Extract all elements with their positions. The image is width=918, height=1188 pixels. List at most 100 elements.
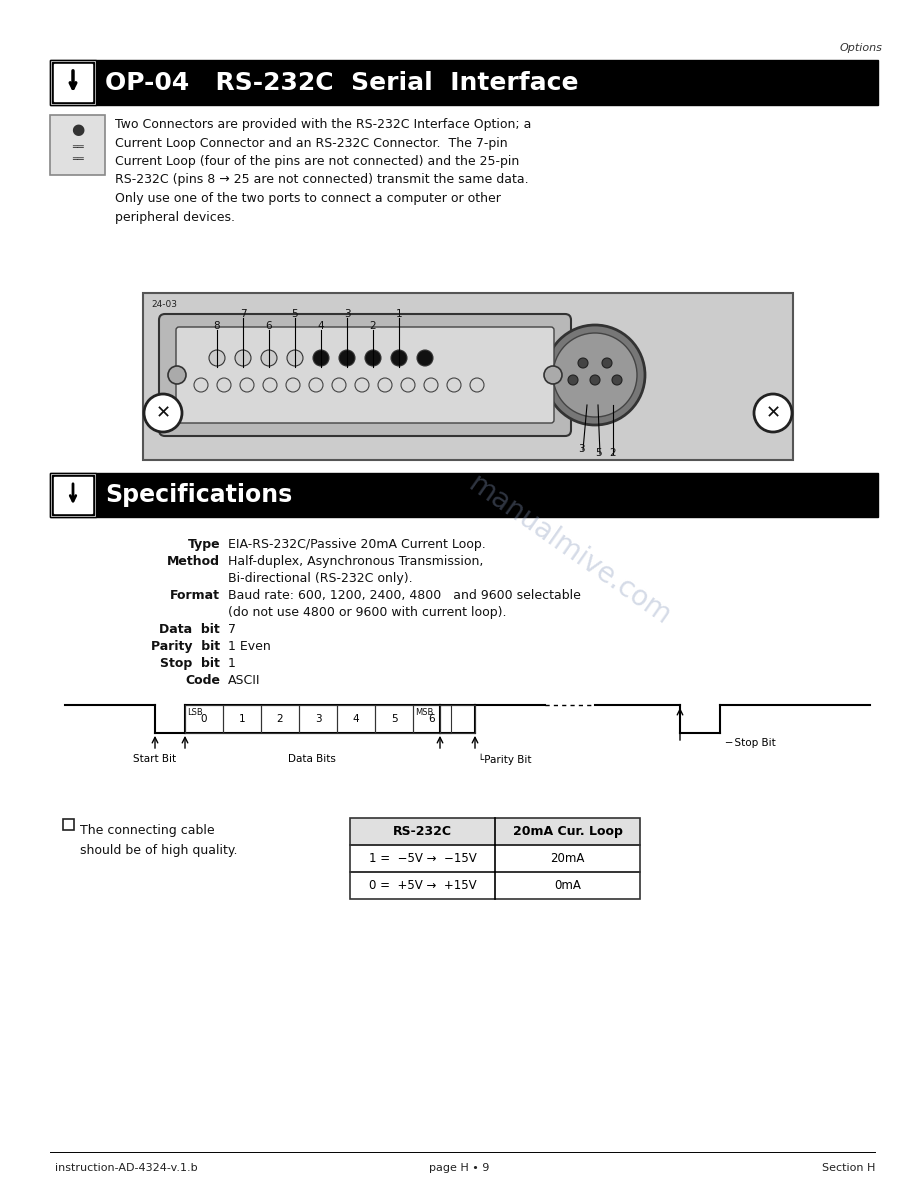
Text: Two Connectors are provided with the RS-232C Interface Option; a
Current Loop Co: Two Connectors are provided with the RS-… (115, 118, 532, 223)
Circle shape (313, 350, 329, 366)
Circle shape (447, 378, 461, 392)
Text: ─ Stop Bit: ─ Stop Bit (725, 738, 776, 748)
Text: 0mA: 0mA (554, 879, 581, 892)
Text: 7: 7 (228, 623, 236, 636)
Text: Parity  bit: Parity bit (151, 640, 220, 653)
Circle shape (309, 378, 323, 392)
Text: 3: 3 (577, 444, 585, 454)
Text: 6: 6 (429, 714, 435, 723)
Text: 6: 6 (265, 321, 273, 331)
Text: instruction-AD-4324-v.1.b: instruction-AD-4324-v.1.b (55, 1163, 197, 1173)
Text: 1 Even: 1 Even (228, 640, 271, 653)
Circle shape (590, 375, 600, 385)
Circle shape (754, 394, 792, 432)
Circle shape (365, 350, 381, 366)
Bar (50, 61, 96, 105)
Bar (375, 704, 413, 733)
Text: 1: 1 (396, 309, 402, 320)
Circle shape (470, 378, 484, 392)
Text: page H • 9: page H • 9 (429, 1163, 489, 1173)
Text: 2: 2 (370, 321, 376, 331)
Bar (50, 61, 878, 105)
Bar (413, 704, 451, 733)
Text: 1 =  −5V →  −15V: 1 = −5V → −15V (369, 852, 476, 865)
Bar (50, 473, 878, 517)
Text: 4: 4 (318, 321, 324, 331)
Bar (350, 845, 640, 872)
Text: 1: 1 (239, 714, 245, 723)
Text: 3: 3 (343, 309, 351, 320)
Text: Format: Format (170, 589, 220, 602)
Text: 7: 7 (240, 309, 246, 320)
Text: 8: 8 (214, 321, 220, 331)
Text: OP-04   RS-232C  Serial  Interface: OP-04 RS-232C Serial Interface (105, 70, 578, 95)
Text: 5: 5 (292, 309, 298, 320)
Text: The connecting cable
should be of high quality.: The connecting cable should be of high q… (80, 824, 238, 857)
Text: └Parity Bit: └Parity Bit (478, 754, 532, 765)
Circle shape (568, 375, 578, 385)
Bar (223, 704, 261, 733)
Bar (185, 704, 223, 733)
Bar (440, 704, 475, 733)
Text: MSB: MSB (415, 708, 433, 718)
Text: Code: Code (185, 674, 220, 687)
Circle shape (378, 378, 392, 392)
Text: 5: 5 (391, 714, 397, 723)
Text: EIA-RS-232C/Passive 20mA Current Loop.: EIA-RS-232C/Passive 20mA Current Loop. (228, 538, 486, 551)
Text: 20mA Cur. Loop: 20mA Cur. Loop (512, 824, 622, 838)
Circle shape (209, 350, 225, 366)
Circle shape (553, 333, 637, 417)
Circle shape (612, 375, 622, 385)
Text: 4: 4 (353, 714, 359, 723)
Circle shape (391, 350, 407, 366)
Text: ✕: ✕ (155, 404, 171, 422)
Circle shape (417, 350, 433, 366)
Text: Method: Method (167, 555, 220, 568)
Circle shape (235, 350, 251, 366)
Circle shape (287, 350, 303, 366)
Bar (337, 704, 375, 733)
Bar (50, 473, 96, 517)
Text: 5: 5 (595, 448, 601, 459)
Text: 24-03: 24-03 (151, 301, 177, 309)
Bar (50, 115, 105, 175)
Text: (do not use 4800 or 9600 with current loop).: (do not use 4800 or 9600 with current lo… (228, 606, 507, 619)
Bar (143, 293, 793, 460)
FancyBboxPatch shape (159, 314, 571, 436)
Text: Options: Options (840, 43, 883, 53)
Text: 20mA: 20mA (550, 852, 585, 865)
Text: 0: 0 (201, 714, 207, 723)
Text: ●: ● (71, 122, 84, 138)
Circle shape (401, 378, 415, 392)
Circle shape (424, 378, 438, 392)
Text: Baud rate: 600, 1200, 2400, 4800   and 9600 selectable: Baud rate: 600, 1200, 2400, 4800 and 960… (228, 589, 581, 602)
Text: 3: 3 (315, 714, 321, 723)
Bar (261, 704, 299, 733)
Text: LSB: LSB (187, 708, 203, 718)
Text: Section H: Section H (822, 1163, 875, 1173)
Bar (350, 872, 640, 899)
Text: ✕: ✕ (766, 404, 780, 422)
Circle shape (355, 378, 369, 392)
Text: Start Bit: Start Bit (133, 754, 176, 764)
Bar (52, 62, 94, 103)
Text: Data Bits: Data Bits (288, 754, 336, 764)
Circle shape (240, 378, 254, 392)
Text: RS-232C: RS-232C (393, 824, 452, 838)
Circle shape (332, 378, 346, 392)
Bar (54, 478, 92, 513)
Text: Stop  bit: Stop bit (160, 657, 220, 670)
Text: Type: Type (187, 538, 220, 551)
Text: 1: 1 (228, 657, 236, 670)
Bar (299, 704, 337, 733)
Circle shape (578, 358, 588, 368)
Circle shape (194, 378, 208, 392)
Circle shape (339, 350, 355, 366)
Circle shape (168, 366, 186, 384)
Circle shape (261, 350, 277, 366)
Circle shape (544, 366, 562, 384)
Text: Specifications: Specifications (105, 484, 292, 507)
Circle shape (217, 378, 231, 392)
Circle shape (263, 378, 277, 392)
Text: Data  bit: Data bit (159, 623, 220, 636)
